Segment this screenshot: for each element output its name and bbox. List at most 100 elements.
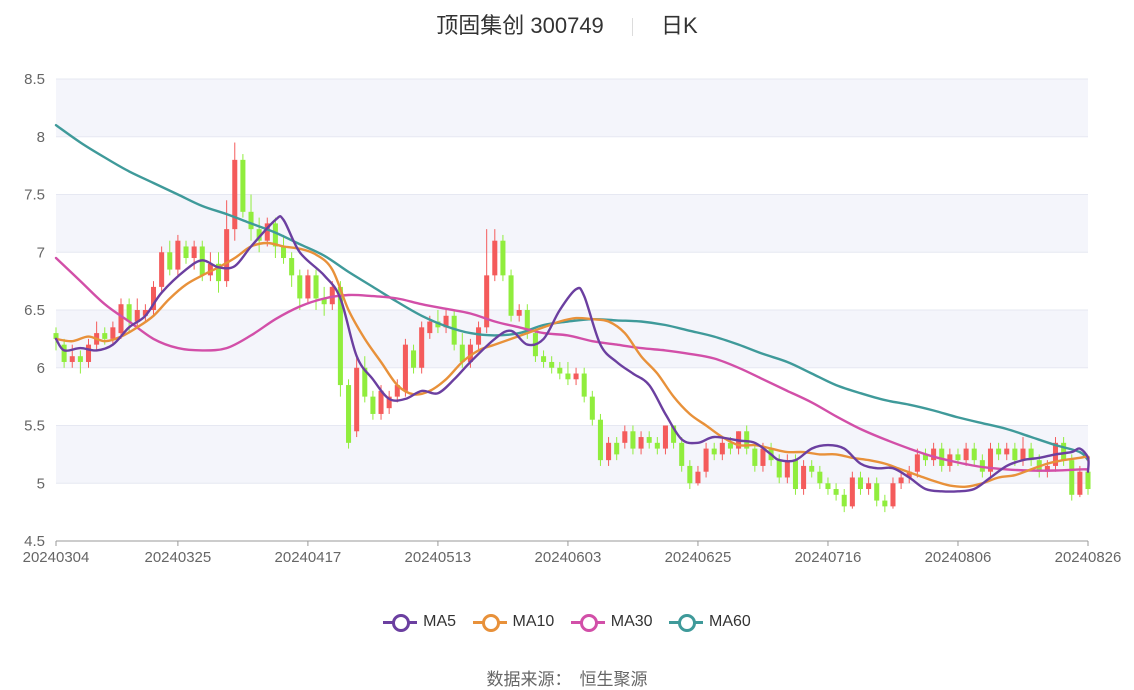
candle-body bbox=[346, 385, 352, 443]
candle-body bbox=[549, 361, 555, 368]
candle-body bbox=[597, 419, 603, 461]
candle-body bbox=[183, 246, 189, 259]
chart-legend: MA5 MA10 MA30 MA60 bbox=[0, 612, 1134, 637]
line-ma10 bbox=[54, 241, 1090, 489]
candle-body bbox=[354, 367, 360, 432]
candle-body bbox=[565, 373, 571, 380]
candle-body bbox=[370, 396, 376, 414]
candle-body bbox=[809, 465, 815, 472]
candle-body bbox=[606, 442, 612, 461]
x-tick-label: 20240806 bbox=[925, 549, 992, 566]
legend-item-ma60[interactable]: MA60 bbox=[669, 612, 751, 632]
candle-body bbox=[963, 448, 969, 461]
candle-body bbox=[987, 448, 994, 472]
y-tick-label: 6.5 bbox=[24, 302, 45, 319]
candle-body bbox=[955, 454, 961, 461]
candle-body bbox=[378, 390, 384, 414]
legend-marker-icon bbox=[472, 612, 507, 632]
candle-body bbox=[695, 471, 701, 484]
x-tick-label: 20240625 bbox=[665, 549, 732, 566]
candle-body bbox=[638, 437, 644, 449]
candle-body bbox=[914, 454, 920, 472]
candle-body bbox=[719, 442, 725, 455]
candle-body bbox=[240, 159, 246, 212]
y-tick-label: 8 bbox=[37, 129, 45, 146]
legend-item-ma30[interactable]: MA30 bbox=[570, 612, 653, 632]
candle-body bbox=[110, 327, 116, 339]
y-tick-label: 5 bbox=[37, 475, 45, 492]
candle-body bbox=[207, 263, 213, 276]
candle-body bbox=[191, 246, 197, 259]
candle-body bbox=[476, 327, 482, 345]
candle-body bbox=[654, 442, 660, 449]
candle-body bbox=[784, 460, 790, 478]
candle-body bbox=[622, 431, 628, 443]
candle-body bbox=[264, 223, 270, 241]
candle-body bbox=[524, 310, 530, 334]
candle-body bbox=[484, 275, 490, 328]
x-tick-label: 20240826 bbox=[1055, 549, 1122, 566]
candle-body bbox=[671, 425, 677, 443]
x-tick-label: 20240513 bbox=[405, 549, 472, 566]
candle-body bbox=[614, 442, 620, 455]
legend-item-ma10[interactable]: MA10 bbox=[472, 612, 555, 632]
candle-body bbox=[849, 477, 855, 507]
candle-body bbox=[1020, 448, 1026, 461]
candle-body bbox=[662, 425, 668, 449]
stock-name: 顶固集创 300749 bbox=[436, 13, 604, 38]
candle-body bbox=[297, 275, 303, 299]
candle-body bbox=[77, 356, 83, 362]
legend-marker-icon bbox=[383, 612, 418, 632]
candle-body bbox=[248, 211, 254, 230]
candle-body bbox=[801, 465, 807, 490]
candle-body bbox=[857, 477, 863, 490]
candle-body bbox=[118, 304, 124, 334]
candle-body bbox=[337, 286, 343, 386]
candle-body bbox=[427, 321, 433, 334]
candle-body bbox=[1085, 471, 1091, 490]
candle-body bbox=[85, 344, 92, 362]
candle-body bbox=[443, 315, 449, 328]
candle-body bbox=[313, 275, 319, 299]
candle-body bbox=[508, 275, 514, 316]
line-ma60 bbox=[54, 124, 1090, 462]
candle-body bbox=[1069, 460, 1075, 495]
y-tick-label: 7 bbox=[37, 244, 45, 261]
candle-body bbox=[760, 448, 766, 466]
y-tick-label: 6 bbox=[37, 360, 45, 377]
candle-body bbox=[150, 286, 157, 310]
period-label: 日K bbox=[661, 13, 698, 38]
candle-body bbox=[752, 448, 758, 466]
candle-body bbox=[833, 489, 839, 495]
legend-marker-icon bbox=[570, 612, 605, 632]
candle-body bbox=[825, 483, 831, 490]
x-tick-label: 20240417 bbox=[275, 549, 342, 566]
candle-body bbox=[53, 333, 59, 339]
candle-body bbox=[687, 465, 693, 484]
legend-label: MA10 bbox=[512, 613, 555, 630]
candle-body bbox=[711, 448, 717, 455]
candle-body bbox=[256, 229, 262, 241]
candle-body bbox=[435, 321, 441, 328]
candle-body bbox=[102, 333, 108, 339]
candle-body bbox=[69, 356, 75, 362]
candle-body bbox=[922, 454, 928, 461]
candlestick-chart: 4.5 5 5.5 6 6.5 7 7.5 8 8.5 20240304 20240325 20240… bbox=[23, 71, 1122, 566]
candle-body bbox=[874, 483, 880, 501]
candle-body bbox=[362, 367, 368, 397]
candle-body bbox=[679, 442, 685, 466]
candle-body bbox=[61, 344, 67, 362]
chart-title: 顶固集创 300749 日K bbox=[0, 8, 1134, 40]
candle-body bbox=[1061, 442, 1067, 461]
candle-body bbox=[898, 477, 904, 484]
y-tick-label: 7.5 bbox=[24, 187, 45, 204]
legend-item-ma5[interactable]: MA5 bbox=[383, 612, 456, 632]
legend-label: MA30 bbox=[610, 613, 653, 630]
candle-body bbox=[289, 258, 295, 276]
candle-body bbox=[467, 344, 473, 362]
candle-body bbox=[411, 350, 417, 368]
x-tick-label: 20240304 bbox=[23, 549, 90, 566]
candle-body bbox=[134, 310, 140, 322]
candle-body bbox=[321, 298, 327, 305]
candle-body bbox=[866, 483, 872, 490]
